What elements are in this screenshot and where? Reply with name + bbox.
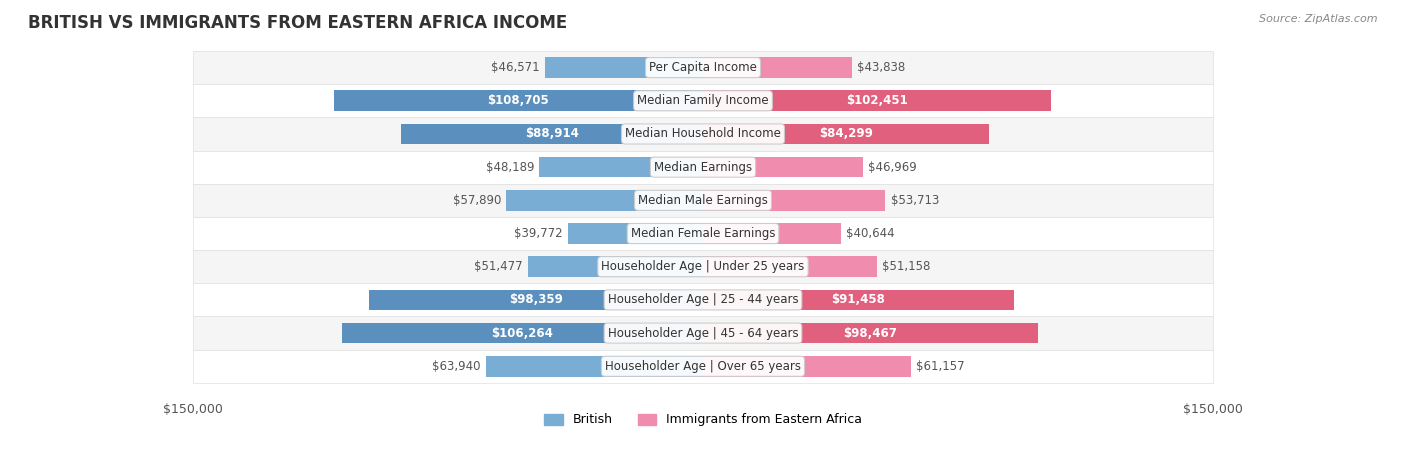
- Text: $53,713: $53,713: [890, 194, 939, 207]
- Bar: [703, 356, 911, 376]
- Text: $51,158: $51,158: [882, 260, 931, 273]
- Text: $57,890: $57,890: [453, 194, 501, 207]
- Bar: [703, 223, 841, 244]
- Bar: [703, 190, 886, 211]
- Bar: [342, 323, 703, 343]
- Text: Median Female Earnings: Median Female Earnings: [631, 227, 775, 240]
- Bar: [194, 250, 1212, 283]
- Bar: [368, 290, 703, 310]
- Text: $48,189: $48,189: [485, 161, 534, 174]
- Bar: [194, 217, 1212, 250]
- Text: $102,451: $102,451: [846, 94, 908, 107]
- Bar: [568, 223, 703, 244]
- Bar: [703, 124, 990, 144]
- Text: Householder Age | Over 65 years: Householder Age | Over 65 years: [605, 360, 801, 373]
- Text: BRITISH VS IMMIGRANTS FROM EASTERN AFRICA INCOME: BRITISH VS IMMIGRANTS FROM EASTERN AFRIC…: [28, 14, 568, 32]
- Bar: [194, 84, 1212, 117]
- Bar: [540, 157, 703, 177]
- Text: $39,772: $39,772: [515, 227, 562, 240]
- Text: Per Capita Income: Per Capita Income: [650, 61, 756, 74]
- Text: $63,940: $63,940: [432, 360, 481, 373]
- Bar: [703, 91, 1052, 111]
- Text: Median Earnings: Median Earnings: [654, 161, 752, 174]
- Bar: [194, 317, 1212, 350]
- Text: $51,477: $51,477: [474, 260, 523, 273]
- Text: Source: ZipAtlas.com: Source: ZipAtlas.com: [1260, 14, 1378, 24]
- Bar: [194, 184, 1212, 217]
- Bar: [194, 283, 1212, 317]
- Bar: [194, 150, 1212, 184]
- Bar: [544, 57, 703, 78]
- Bar: [194, 117, 1212, 150]
- Bar: [703, 323, 1038, 343]
- Text: Householder Age | 45 - 64 years: Householder Age | 45 - 64 years: [607, 326, 799, 340]
- Bar: [703, 57, 852, 78]
- Text: $98,467: $98,467: [844, 326, 897, 340]
- Text: $46,969: $46,969: [868, 161, 917, 174]
- Text: $106,264: $106,264: [492, 326, 554, 340]
- Text: Median Household Income: Median Household Income: [626, 127, 780, 141]
- Legend: British, Immigrants from Eastern Africa: British, Immigrants from Eastern Africa: [538, 409, 868, 432]
- Bar: [485, 356, 703, 376]
- Bar: [529, 256, 703, 277]
- Bar: [703, 157, 862, 177]
- Bar: [401, 124, 703, 144]
- Bar: [333, 91, 703, 111]
- Text: Median Male Earnings: Median Male Earnings: [638, 194, 768, 207]
- Text: Householder Age | 25 - 44 years: Householder Age | 25 - 44 years: [607, 293, 799, 306]
- Bar: [194, 51, 1212, 84]
- Text: $91,458: $91,458: [831, 293, 886, 306]
- Bar: [703, 290, 1014, 310]
- Text: Householder Age | Under 25 years: Householder Age | Under 25 years: [602, 260, 804, 273]
- Bar: [703, 256, 877, 277]
- Text: $61,157: $61,157: [915, 360, 965, 373]
- Bar: [194, 350, 1212, 383]
- Text: $40,644: $40,644: [846, 227, 894, 240]
- Text: $98,359: $98,359: [509, 293, 562, 306]
- Text: $43,838: $43,838: [858, 61, 905, 74]
- Bar: [506, 190, 703, 211]
- Text: $108,705: $108,705: [488, 94, 550, 107]
- Text: $84,299: $84,299: [820, 127, 873, 141]
- Text: $88,914: $88,914: [524, 127, 579, 141]
- Text: $46,571: $46,571: [491, 61, 540, 74]
- Text: Median Family Income: Median Family Income: [637, 94, 769, 107]
